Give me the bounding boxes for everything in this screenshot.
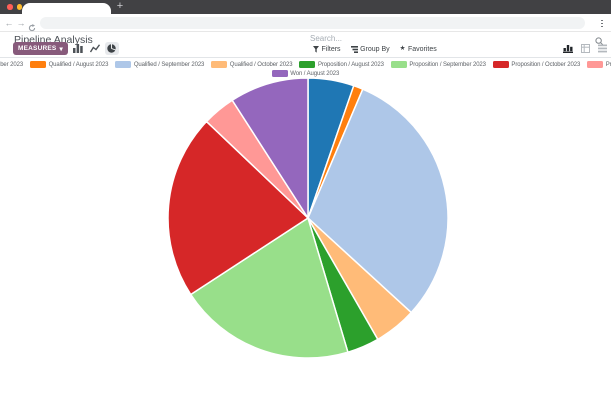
- line-chart-button[interactable]: [88, 42, 102, 55]
- bar-chart-button[interactable]: [71, 42, 85, 55]
- browser-menu-icon[interactable]: [598, 18, 606, 29]
- pie-slice-2[interactable]: [307, 88, 449, 314]
- browser-titlebar: +: [0, 0, 611, 14]
- browser-navbar: ← →: [0, 14, 611, 32]
- legend-swatch: [271, 70, 288, 77]
- back-button[interactable]: ←: [4, 18, 14, 28]
- legend-label: Proposition / October 2023: [511, 61, 581, 68]
- legend-item[interactable]: New / September 2023: [0, 61, 23, 68]
- pie-chart-button[interactable]: [104, 42, 119, 55]
- legend-item[interactable]: Qualified / September 2023: [115, 61, 204, 68]
- minimize-button[interactable]: [16, 4, 22, 10]
- browser-tab[interactable]: [22, 3, 111, 14]
- legend-label: Proposition / September 2023: [409, 61, 486, 68]
- filters-button[interactable]: Filters: [313, 45, 341, 53]
- pie-slice-6[interactable]: [167, 120, 309, 296]
- legend-label: New / September 2023: [0, 61, 24, 68]
- measures-button[interactable]: MEASURES ▾: [13, 42, 68, 55]
- legend-item[interactable]: Qualified / August 2023: [30, 61, 108, 68]
- reload-button[interactable]: [28, 19, 36, 37]
- star-icon: ★: [399, 44, 406, 52]
- legend-item[interactable]: Proposition / August 2023: [299, 61, 384, 68]
- list-view-icon: [597, 44, 607, 52]
- panel-divider: [0, 57, 611, 58]
- legend-label: Qualified / August 2023: [48, 61, 109, 68]
- legend-item[interactable]: Won / August 2023: [271, 70, 340, 77]
- legend-item[interactable]: Qualified / October 2023: [211, 61, 293, 68]
- legend-swatch: [299, 61, 316, 68]
- legend-label: Proposition / August 2023: [317, 61, 384, 68]
- chevron-down-icon: ▾: [59, 45, 63, 53]
- pie-chart: [158, 77, 458, 363]
- list-view-button[interactable]: [596, 42, 608, 54]
- pivot-view-icon: [580, 43, 590, 53]
- forward-button[interactable]: →: [16, 18, 26, 28]
- close-button[interactable]: [7, 4, 13, 10]
- legend-item[interactable]: Proposition / September 2023: [390, 61, 486, 68]
- line-chart-icon: [89, 44, 100, 53]
- legend-label: Proposition / Undefined: [605, 61, 611, 68]
- graph-view-icon: [563, 44, 573, 53]
- legend-swatch: [390, 61, 407, 68]
- graph-view-button[interactable]: [562, 42, 574, 54]
- new-tab-button[interactable]: +: [116, 0, 124, 12]
- chart-legend-row-2: Won / August 2023: [0, 70, 611, 77]
- legend-swatch: [115, 61, 132, 68]
- group-by-button[interactable]: Group By: [350, 45, 390, 53]
- pivot-view-button[interactable]: [579, 42, 591, 54]
- legend-swatch: [492, 61, 509, 68]
- legend-label: Qualified / September 2023: [133, 61, 205, 68]
- pie-chart-icon: [107, 44, 117, 53]
- favorites-button[interactable]: ★ Favorites: [399, 44, 437, 53]
- view-switcher: [562, 42, 608, 54]
- legend-label: Qualified / October 2023: [229, 61, 293, 68]
- group-by-icon: [350, 45, 358, 53]
- url-bar[interactable]: [40, 17, 585, 29]
- reload-icon: [28, 24, 36, 32]
- filter-funnel-icon: [313, 45, 319, 53]
- legend-swatch: [30, 61, 47, 68]
- legend-label: Won / August 2023: [290, 70, 340, 77]
- pie-slice-8[interactable]: [231, 77, 309, 219]
- legend-item[interactable]: Proposition / October 2023: [492, 61, 581, 68]
- bar-chart-icon: [72, 44, 83, 53]
- legend-item[interactable]: Proposition / Undefined: [587, 61, 611, 68]
- search-input[interactable]: Search...: [310, 34, 343, 43]
- pie-slice-5[interactable]: [190, 217, 349, 359]
- legend-swatch: [211, 61, 228, 68]
- chart-legend-row-1: New / September 2023 Qualified / August 2…: [0, 61, 611, 68]
- legend-swatch: [587, 61, 604, 68]
